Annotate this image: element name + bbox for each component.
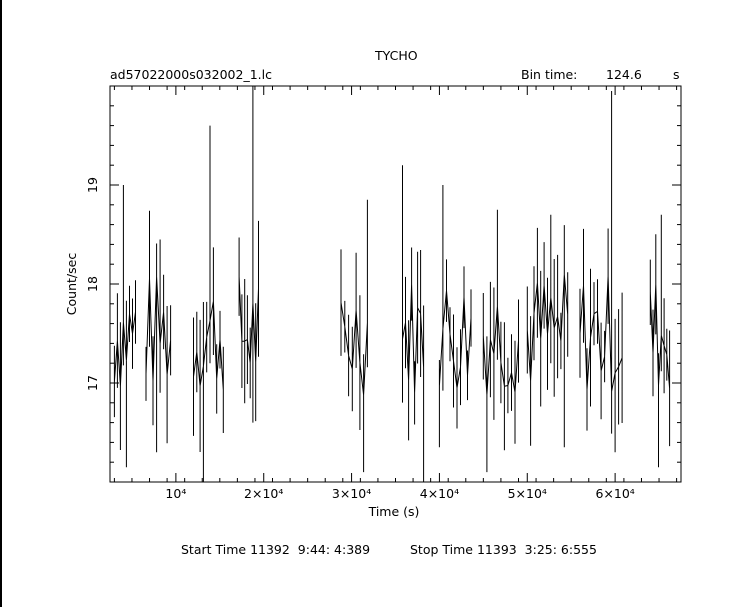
stop-time: Stop Time 11393 3:25: 6:555 (410, 542, 597, 557)
window-left-edge (0, 0, 2, 607)
light-curve-segment (340, 199, 368, 473)
light-curve-segment (649, 214, 671, 468)
x-tick-label: 6×10⁴ (595, 486, 634, 501)
y-axis-label: Count/sec (64, 253, 79, 316)
bin-time-value: 124.6 (606, 67, 642, 82)
light-curve-segment (145, 210, 172, 453)
y-tick-label: 17 (85, 375, 100, 391)
light-curve-segment (482, 209, 519, 473)
plot-frame (109, 85, 682, 483)
light-curve-segment (113, 185, 136, 468)
x-tick-label: 5×10⁴ (508, 486, 547, 501)
x-axis-label: Time (s) (368, 504, 420, 519)
chart-title: TYCHO (375, 48, 418, 63)
light-curve-segment (193, 125, 224, 482)
file-label: ad57022000s032002_1.lc (110, 67, 272, 82)
x-tick-label: 4×10⁴ (420, 486, 459, 501)
y-tick-label: 19 (85, 177, 100, 193)
light-curve-segment (438, 185, 472, 448)
bin-time-label: Bin time: (521, 67, 578, 82)
light-curve-segment (402, 165, 425, 482)
light-curve-series (113, 86, 671, 482)
x-tick-label: 10⁴ (165, 486, 186, 501)
light-curve-segment (238, 86, 259, 423)
start-time: Start Time 11392 9:44: 4:389 (181, 542, 371, 557)
x-tick-label: 2×10⁴ (244, 486, 283, 501)
x-tick-label: 3×10⁴ (332, 486, 371, 501)
y-tick-label: 18 (85, 276, 100, 292)
light-curve-segment (526, 214, 569, 448)
bin-time-unit: s (673, 67, 680, 82)
light-curve-segment (579, 91, 623, 453)
axis-ticks: 10⁴ 2×10⁴ 3×10⁴ 4×10⁴ 5×10⁴ 6×10⁴ 17 18 19 (85, 86, 681, 501)
